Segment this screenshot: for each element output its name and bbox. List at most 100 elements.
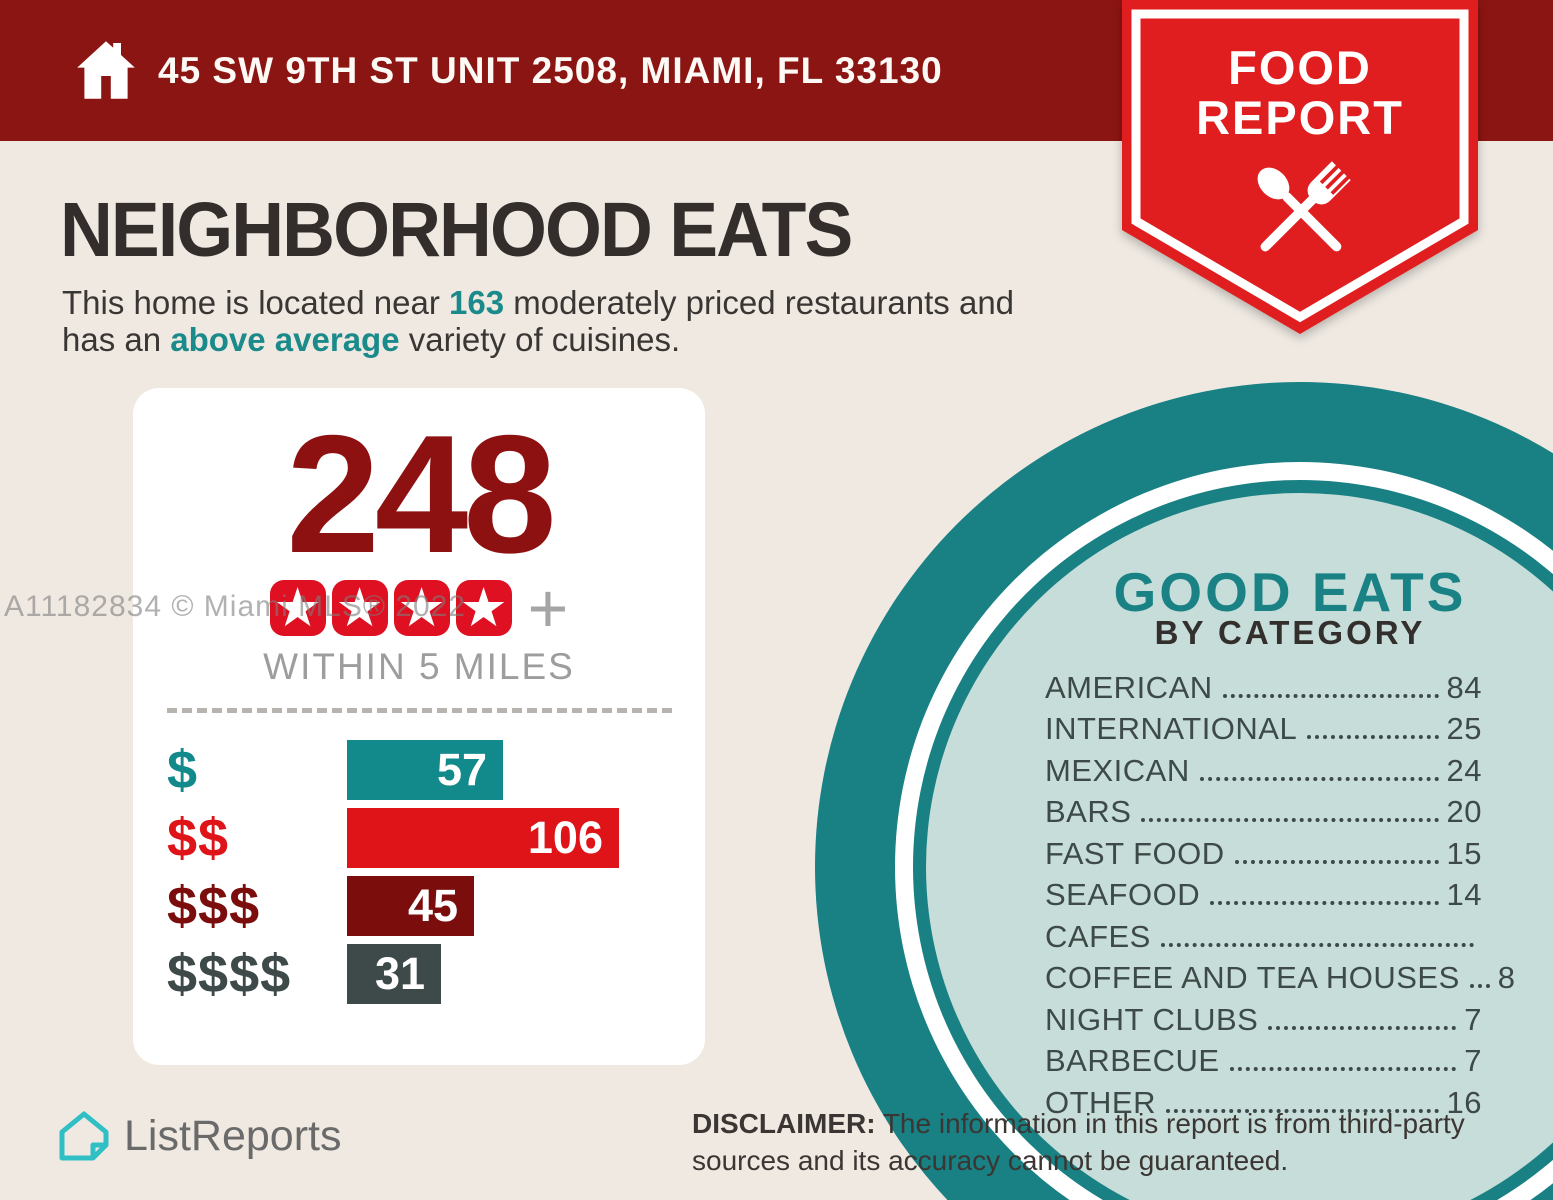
dotted-leader [1210, 901, 1439, 905]
spoon-fork-icon [1230, 148, 1370, 278]
dotted-leader [1229, 1067, 1457, 1071]
category-row: FAST FOOD 15 [1045, 834, 1482, 876]
category-label: AMERICAN [1045, 669, 1213, 705]
category-label: FAST FOOD [1045, 835, 1225, 871]
intro-text: has an [62, 321, 171, 358]
food-report-ribbon [1122, 0, 1478, 334]
spoon-icon [1257, 167, 1342, 252]
category-label: NIGHT CLUBS [1045, 1001, 1259, 1037]
above-average-highlight: above average [170, 321, 400, 358]
category-value: 7 [1464, 1043, 1482, 1078]
intro-text: moderately priced restaurants and [504, 284, 1015, 321]
star-icon: ★ [331, 580, 388, 636]
category-value: 15 [1446, 835, 1482, 871]
dotted-leader [1160, 942, 1474, 947]
category-value: 25 [1446, 711, 1482, 746]
category-value: 84 [1446, 669, 1482, 705]
restaurant-count: 248 [286, 400, 556, 588]
price-tier-bar: 106 [347, 808, 619, 868]
dotted-leader [1307, 735, 1439, 739]
price-tier-label: $$$$ [167, 944, 292, 1004]
category-row: BARS 20 [1045, 793, 1482, 835]
category-row: COFFEE AND TEA HOUSES 8 [1045, 959, 1515, 1001]
listreports-house-icon [59, 1111, 109, 1161]
star-rating: ★ ★ ★ ★ + [133, 569, 705, 647]
disclaimer: DISCLAIMER: The information in this repo… [692, 1106, 1517, 1180]
price-tier-row: $$$ 45 [167, 876, 672, 936]
category-value: 8 [1497, 960, 1516, 995]
category-value: 24 [1446, 752, 1482, 788]
category-row: CAFES [1045, 917, 1482, 959]
category-value: 14 [1446, 877, 1482, 912]
category-label: INTERNATIONAL [1045, 711, 1298, 746]
price-tier-label: $ [167, 740, 199, 800]
home-icon [77, 41, 135, 99]
category-label: MEXICAN [1045, 752, 1190, 788]
restaurant-stat-card: 248 ★ ★ ★ ★ + WITHIN 5 MILES $57 $$ 106 $$$ 45 $$… [133, 388, 705, 1065]
ribbon-title-line2: REPORT [1196, 91, 1404, 144]
category-label: SEAFOOD [1045, 877, 1201, 912]
price-tier-value: 31 [374, 948, 425, 999]
price-tier-value: 57 [436, 744, 487, 795]
price-tier-row: $$$$ 31 [167, 944, 672, 1004]
intro-text: This home is located near [62, 284, 450, 321]
radius-caption: WITHIN 5 MILES [263, 646, 575, 687]
listreports-logo: ListReports [58, 1110, 341, 1162]
dotted-leader [1469, 984, 1490, 988]
star-icon: ★ [455, 580, 512, 636]
category-value: 7 [1464, 1001, 1482, 1037]
star-icon: ★ [269, 580, 326, 636]
category-row: SEAFOOD 14 [1045, 876, 1482, 918]
price-tier-label: $$ [167, 808, 230, 868]
dotted-leader [1268, 1025, 1457, 1030]
fork-icon [1260, 161, 1351, 252]
category-label: CAFES [1045, 918, 1151, 954]
intro-text: variety of cuisines. [399, 321, 681, 358]
good-eats-subtitle: BY CATEGORY [1154, 614, 1426, 651]
page-title: NEIGHBORHOOD EATS [60, 187, 853, 273]
category-row: INTERNATIONAL 25 [1045, 710, 1482, 752]
price-tier-row: $$ 106 [167, 808, 672, 868]
category-list: AMERICAN 84 INTERNATIONAL 25 MEXICAN 24 BARS 20… [1045, 668, 1515, 1125]
brand-name: ListReports [124, 1111, 342, 1160]
dotted-leader [1141, 818, 1439, 822]
category-row: AMERICAN 84 [1045, 668, 1482, 710]
price-tier-chart: $57 $$ 106 $$$ 45 $$$$ 31 [167, 740, 672, 1012]
ribbon-title-line1: FOOD [1228, 41, 1372, 94]
price-tier-label: $$$ [167, 876, 261, 936]
category-row: OTHER 16 [1045, 1083, 1482, 1125]
category-row: MEXICAN 24 [1045, 751, 1482, 793]
intro-line2: has an above average variety of cuisines… [62, 321, 1014, 358]
category-row: BARBECUE 7 [1045, 1042, 1482, 1084]
restaurant-count-highlight: 163 [449, 284, 505, 321]
dotted-leader [1222, 693, 1439, 698]
category-value: 16 [1446, 1084, 1482, 1120]
plus-icon: + [527, 569, 569, 647]
property-address: 45 SW 9TH ST UNIT 2508, MIAMI, FL 33130 [158, 49, 943, 91]
price-tier-bar: 57 [347, 740, 503, 800]
disclaimer-label: DISCLAIMER: [692, 1108, 876, 1139]
intro-line1: This home is located near 163 moderately… [62, 284, 1014, 321]
price-tier-bar: 45 [347, 876, 474, 936]
dotted-leader [1199, 776, 1439, 781]
price-tier-value: 106 [527, 812, 603, 863]
category-label: COFFEE AND TEA HOUSES [1045, 960, 1460, 995]
category-label: BARS [1045, 794, 1132, 829]
price-tier-row: $57 [167, 740, 672, 800]
good-eats-title: GOOD EATS [1113, 561, 1467, 623]
intro-paragraph: This home is located near 163 moderately… [62, 284, 1014, 358]
category-label: BARBECUE [1045, 1043, 1220, 1078]
category-label: OTHER [1045, 1084, 1156, 1120]
price-tier-bar: 31 [347, 944, 441, 1004]
disclaimer-text: The information in this report is from t… [692, 1108, 1465, 1176]
good-eats-circle [926, 493, 1553, 1200]
dotted-leader [1166, 1108, 1439, 1113]
dotted-leader [1234, 859, 1439, 864]
dashed-divider [167, 708, 672, 713]
star-icon: ★ [393, 580, 450, 636]
price-tier-value: 45 [407, 880, 458, 931]
mls-watermark: A11182834 © Miami MLS® 2022 [4, 590, 466, 623]
category-value: 20 [1446, 794, 1482, 829]
category-row: NIGHT CLUBS 7 [1045, 1000, 1482, 1042]
